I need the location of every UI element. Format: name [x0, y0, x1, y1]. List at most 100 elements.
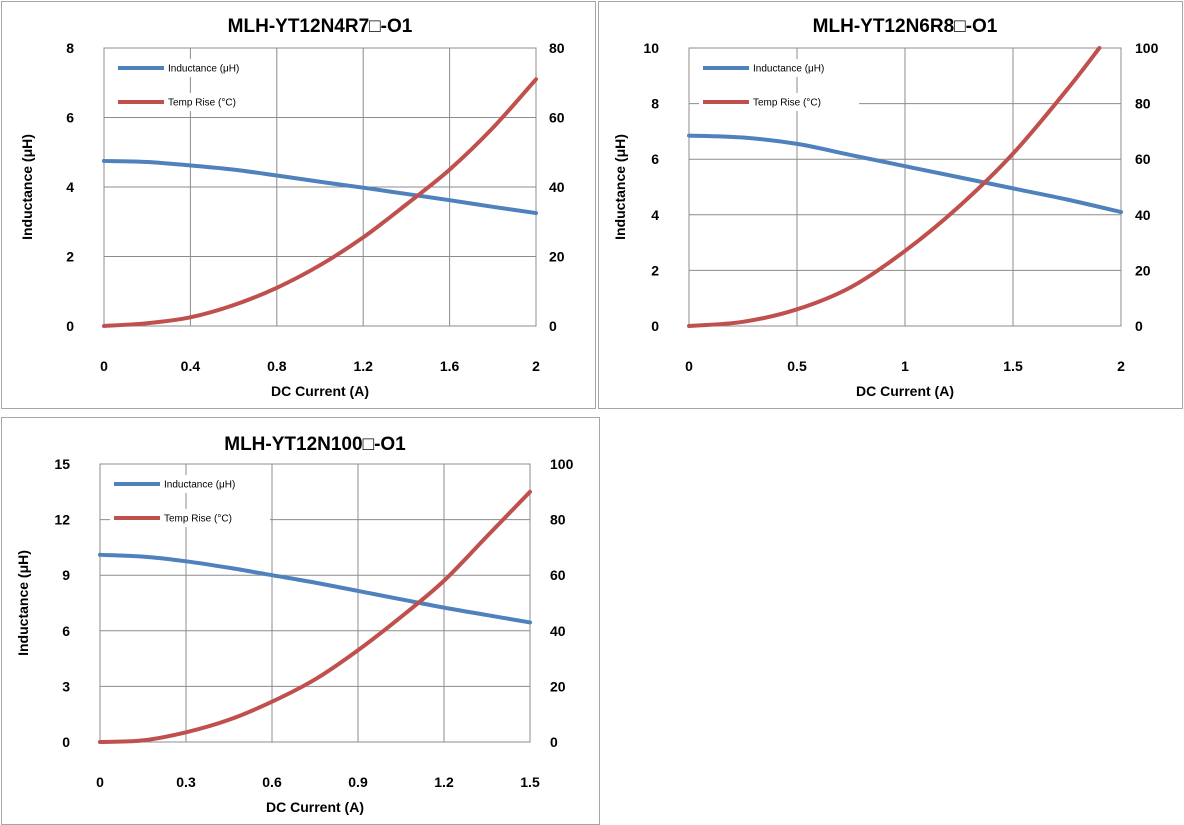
chart-panel-2: 0 0.5 1 1.5 2 0 2 4 6 8 10 0 20 40 60 80 100 MLH-YT12N6R8… [598, 1, 1183, 409]
y2-tick-label: 80 [550, 512, 566, 528]
y-tick-label: 12 [54, 512, 70, 528]
chart-title-box: □ [954, 16, 966, 37]
legend-bg [110, 509, 270, 527]
chart-title-suffix: -O1 [381, 16, 413, 37]
x-axis-label: DC Current (A) [266, 799, 364, 815]
x-tick-label: 0.3 [176, 774, 196, 790]
x-tick-label: 0.6 [262, 774, 282, 790]
y-tick-label: 3 [62, 678, 70, 694]
y-tick-label: 6 [62, 623, 70, 639]
inductance-series-line [687, 133, 1123, 215]
chart-title: MLH-YT12N6R8□-O1 [813, 16, 998, 37]
chart-svg: 0 0.5 1 1.5 20246810020406080100MLH-YT12N6R8… [612, 16, 1159, 399]
x-tick-label: 0 [96, 774, 104, 790]
y2-tick-label: 40 [549, 179, 565, 195]
y-axis-label: Inductance (μH) [19, 134, 35, 240]
x-tick-label: 2 [1117, 358, 1125, 374]
x-tick-label: 1.5 [520, 774, 540, 790]
chart-title-part: MLH-YT12N6R8 [813, 16, 954, 37]
y-tick-label: 6 [66, 110, 74, 126]
chart-svg: 0 0.4 0.8 1.2 1.6 202468020406080MLH-YT12N4R7… [19, 16, 565, 399]
legend: Inductance (μH) Temp Rise (°C) [699, 59, 859, 111]
y-tick-label: 0 [62, 734, 70, 750]
y-tick-label: 2 [66, 249, 74, 265]
chart-title-part: MLH-YT12N4R7 [228, 16, 369, 37]
legend: Inductance (μH) Temp Rise (°C) [110, 475, 270, 527]
y2-tick-label: 40 [550, 623, 566, 639]
chart-svg: 0 0.3 0.6 0.9 1.2 1.5 0 3 6 9 12 15 0 20 40 60 80 100 MLH-… [15, 434, 574, 815]
y-tick-label: 6 [651, 151, 659, 167]
y2-tick-label: 80 [549, 40, 565, 56]
temp-rise-series-line [98, 489, 532, 744]
x-tick-label: 0.4 [181, 358, 201, 374]
x-tick-label: 1.5 [1003, 358, 1023, 374]
y-tick-label: 0 [651, 318, 659, 334]
y-tick-label: 4 [651, 207, 659, 223]
y-tick-label: 0 [66, 318, 74, 334]
y2-tick-label: 80 [1135, 96, 1151, 112]
legend-bg [114, 59, 274, 77]
y-tick-label: 8 [66, 40, 74, 56]
legend-entry: Inductance (μH) [164, 480, 235, 491]
y2-tick-label: 100 [550, 456, 574, 472]
y2-tick-label: 20 [1135, 262, 1151, 278]
legend-entry: Temp Rise (°C) [753, 98, 821, 109]
temp-rise-series-line [102, 77, 538, 328]
y-axis-label: Inductance (μH) [15, 550, 31, 656]
y2-tick-label: 60 [549, 110, 565, 126]
legend: Inductance (μH) Temp Rise (°C) [114, 59, 274, 111]
legend-bg [699, 59, 859, 77]
y2-tick-label: 60 [550, 567, 566, 583]
y-tick-label: 15 [54, 456, 70, 472]
legend-bg [110, 475, 270, 493]
x-tick-label: 0.5 [787, 358, 807, 374]
svg-text:MLH-YT12N4R7□-O1: MLH-YT12N4R7□-O1 [228, 16, 413, 37]
legend-bg [114, 93, 274, 111]
y2-tick-label: 20 [550, 678, 566, 694]
x-tick-label: 2 [532, 358, 540, 374]
plot-area [103, 47, 537, 327]
y-axis-label: Inductance (μH) [612, 134, 628, 240]
y-tick-label: 2 [651, 262, 659, 278]
x-tick-label: 0 [685, 358, 693, 374]
y2-tick-label: 60 [1135, 151, 1151, 167]
x-tick-label: 1.6 [440, 358, 460, 374]
y2-tick-label: 100 [1135, 40, 1159, 56]
legend-entry: Temp Rise (°C) [164, 514, 232, 525]
chart-panel-1: 0 0.4 0.8 1.2 1.6 2 0 2 4 6 8 0 20 40 60 80 MLH-YT12N4R7… [1, 1, 596, 409]
legend-entry: Inductance (μH) [168, 64, 239, 75]
legend-entry: Temp Rise (°C) [168, 98, 236, 109]
chart-title: MLH-YT12N100□-O1 [224, 434, 406, 455]
chart-title-suffix: -O1 [966, 16, 998, 37]
inductance-series-line [102, 158, 538, 216]
x-tick-label: 1.2 [353, 358, 373, 374]
svg-text:MLH-YT12N6R8□-O1: MLH-YT12N6R8□-O1 [813, 16, 998, 37]
y-tick-label: 8 [651, 96, 659, 112]
y2-tick-label: 40 [1135, 207, 1151, 223]
inductance-series-line [98, 552, 532, 625]
y-tick-label: 9 [62, 567, 70, 583]
y2-tick-label: 20 [549, 249, 565, 265]
x-axis-label: DC Current (A) [856, 383, 954, 399]
chart-title-box: □ [363, 434, 375, 455]
y-tick-label: 4 [66, 179, 74, 195]
svg-text:MLH-YT12N100□-O1: MLH-YT12N100□-O1 [224, 434, 406, 455]
legend-entry: Inductance (μH) [753, 64, 824, 75]
x-axis-label: DC Current (A) [271, 383, 369, 399]
x-tick-label: 1 [901, 358, 909, 374]
y2-tick-label: 0 [550, 734, 558, 750]
chart-title-suffix: -O1 [374, 434, 406, 455]
chart-title-box: □ [369, 16, 381, 37]
chart-panel-3: 0 0.3 0.6 0.9 1.2 1.5 0 3 6 9 12 15 0 20 40 60 80 100 MLH-… [1, 417, 600, 825]
temp-rise-series-line [687, 46, 1102, 328]
x-tick-label: 0.9 [348, 774, 368, 790]
chart-title-part: MLH-YT12N100 [224, 434, 362, 455]
y2-tick-label: 0 [549, 318, 557, 334]
plot-area [99, 463, 531, 743]
chart-title: MLH-YT12N4R7□-O1 [228, 16, 413, 37]
y2-tick-label: 0 [1135, 318, 1143, 334]
plot-area [688, 47, 1122, 327]
y-tick-label: 10 [643, 40, 659, 56]
x-tick-label: 0.8 [267, 358, 287, 374]
legend-bg [699, 93, 859, 111]
